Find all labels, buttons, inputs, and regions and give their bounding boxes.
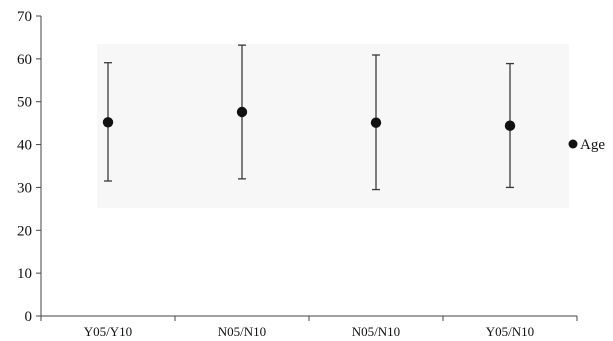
y-tick-label: 60 bbox=[17, 52, 32, 68]
y-tick-label: 70 bbox=[17, 9, 32, 25]
data-point bbox=[370, 117, 382, 128]
x-tick-label: N05/N10 bbox=[218, 324, 266, 339]
y-tick-label: 30 bbox=[17, 180, 32, 196]
x-axis: Y05/Y10 N05/N10 N05/N10 Y05/N10 bbox=[40, 315, 578, 339]
y-tick-label: 20 bbox=[17, 223, 32, 239]
data-point bbox=[236, 106, 248, 118]
data-marks bbox=[102, 44, 516, 191]
y-tick-label: 10 bbox=[17, 266, 32, 282]
legend-marker bbox=[568, 139, 578, 149]
y-tick-label: 0 bbox=[25, 309, 33, 325]
y-axis: 0 10 20 30 40 50 60 70 bbox=[17, 9, 42, 325]
data-point bbox=[504, 120, 516, 131]
x-tick-label: N05/N10 bbox=[352, 324, 400, 339]
x-tick-label: Y05/N10 bbox=[486, 324, 534, 339]
legend: Age bbox=[568, 137, 605, 153]
legend-label-age: Age bbox=[580, 137, 605, 153]
data-point bbox=[102, 117, 114, 128]
y-tick-label: 40 bbox=[17, 138, 32, 154]
plot-shading bbox=[97, 44, 569, 208]
x-tick-label: Y05/Y10 bbox=[84, 324, 132, 339]
y-tick-label: 50 bbox=[17, 95, 32, 111]
